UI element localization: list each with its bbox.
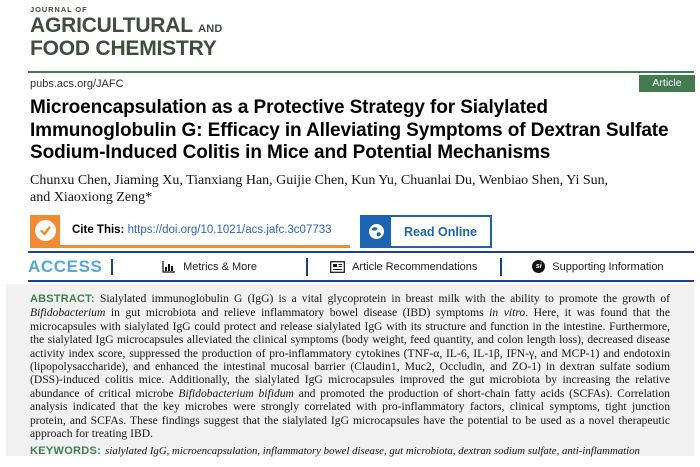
author-list: Chunxu Chen, Jiaming Xu, Tianxiang Han, … — [30, 172, 694, 206]
si-icon: si — [532, 260, 546, 273]
page-title: Microencapsulation as a Protective Strat… — [30, 97, 669, 163]
cite-text: Cite This: https://doi.org/10.1021/acs.j… — [72, 224, 332, 237]
read-online-label: Read Online — [404, 224, 477, 239]
read-online-button[interactable]: Read Online — [360, 215, 492, 248]
access-bar-top-rule — [28, 251, 694, 253]
journal-kicker: JOURNAL OF — [30, 5, 88, 14]
access-divider — [111, 258, 114, 275]
keywords-text: sialylated IgG, microencapsulation, infl… — [105, 445, 640, 458]
author-line-1: Chunxu Chen, Jiaming Xu, Tianxiang Han, … — [30, 173, 609, 188]
checkmark-icon — [30, 215, 60, 245]
access-bar-bottom-rule — [28, 280, 694, 282]
globe-icon — [362, 217, 391, 246]
abstract-heading: ABSTRACT: — [30, 293, 95, 305]
bar-chart-icon — [162, 260, 176, 273]
doi-link[interactable]: https://doi.org/10.1021/acs.jafc.3c07733 — [127, 223, 332, 236]
cite-label: Cite This: — [72, 223, 125, 236]
keywords-heading: KEYWORDS: — [30, 445, 102, 458]
supporting-info-label: Supporting Information — [552, 260, 664, 273]
article-icon — [330, 260, 345, 273]
cite-this-box: Cite This: https://doi.org/10.1021/acs.j… — [30, 215, 350, 248]
checkmark-circle — [34, 219, 56, 241]
article-recommendations-link[interactable]: Article Recommendations — [308, 261, 500, 273]
journal-url-link[interactable]: pubs.acs.org/JAFC — [30, 78, 124, 90]
metrics-and-more-link[interactable]: Metrics & More — [113, 260, 305, 273]
top-divider-rule — [28, 71, 694, 73]
journal-name-line2: FOOD CHEMISTRY — [30, 37, 217, 60]
supporting-information-link[interactable]: si Supporting Information — [502, 260, 694, 273]
journal-logo: JOURNAL OF AGRICULTURAL AND FOOD CHEMIST… — [30, 5, 223, 59]
abstract-paragraph: ABSTRACT: Sialylated immunoglobulin G (I… — [30, 292, 670, 440]
metrics-label: Metrics & More — [183, 260, 258, 273]
article-type-badge: Article — [639, 75, 695, 92]
journal-name-main: AGRICULTURAL — [30, 14, 193, 37]
journal-name-line1: AGRICULTURAL AND — [30, 14, 223, 39]
abstract-text: Sialylated immunoglobulin G (IgG) is a v… — [30, 292, 670, 441]
access-item-divider — [499, 257, 502, 276]
access-link[interactable]: ACCESS — [28, 256, 103, 276]
access-item-divider — [305, 257, 308, 276]
access-bar: ACCESS Metrics & More Article Recommenda… — [28, 253, 694, 280]
citation-bar: Cite This: https://doi.org/10.1021/acs.j… — [30, 215, 492, 248]
recommendations-label: Article Recommendations — [352, 260, 478, 273]
journal-name-and: AND — [198, 23, 223, 35]
keywords-line: KEYWORDS: sialylated IgG, microencapsulat… — [30, 445, 670, 457]
author-line-2: and Xiaoxiong Zeng* — [30, 190, 153, 205]
abstract-section: ABSTRACT: Sialylated immunoglobulin G (I… — [6, 284, 694, 457]
